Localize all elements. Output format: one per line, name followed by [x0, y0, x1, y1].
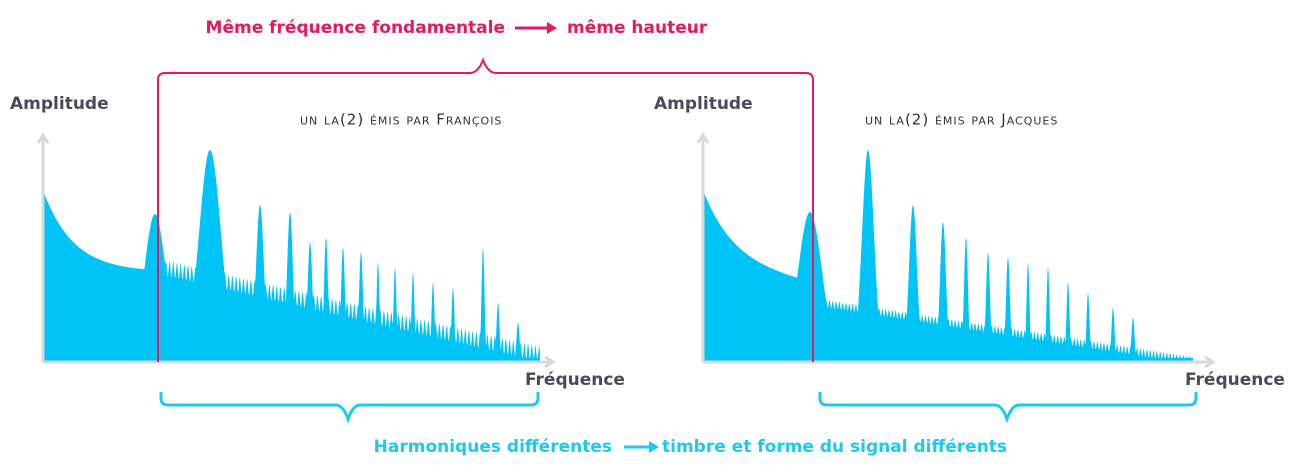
spectrum	[43, 150, 540, 362]
x-axis-label: Fréquence	[525, 370, 625, 390]
top-cause: Même fréquence fondamentale	[206, 18, 505, 38]
bottom-cause: Harmoniques différentes	[374, 437, 612, 457]
top-effect: même hauteur	[567, 18, 708, 38]
bottom-arrow-head	[649, 441, 659, 453]
panel-title: un la(2) émis par François	[300, 111, 502, 129]
panel-title: un la(2) émis par Jacques	[865, 111, 1058, 129]
y-axis-label: Amplitude	[654, 94, 753, 114]
x-axis-label: Fréquence	[1185, 370, 1285, 390]
fundamental-bracket	[157, 57, 814, 362]
left-brace	[159, 392, 540, 424]
right-axes	[696, 132, 1216, 369]
top-arrow-head	[547, 22, 557, 34]
spectra	[43, 150, 1193, 362]
left-axes	[36, 132, 556, 369]
harmonic-braces	[159, 392, 1198, 424]
bottom-effect: timbre et forme du signal différents	[662, 437, 1007, 457]
y-axis-label: Amplitude	[10, 94, 109, 114]
right-brace	[818, 392, 1198, 424]
spectrum	[703, 150, 1193, 362]
axes	[36, 132, 1216, 369]
